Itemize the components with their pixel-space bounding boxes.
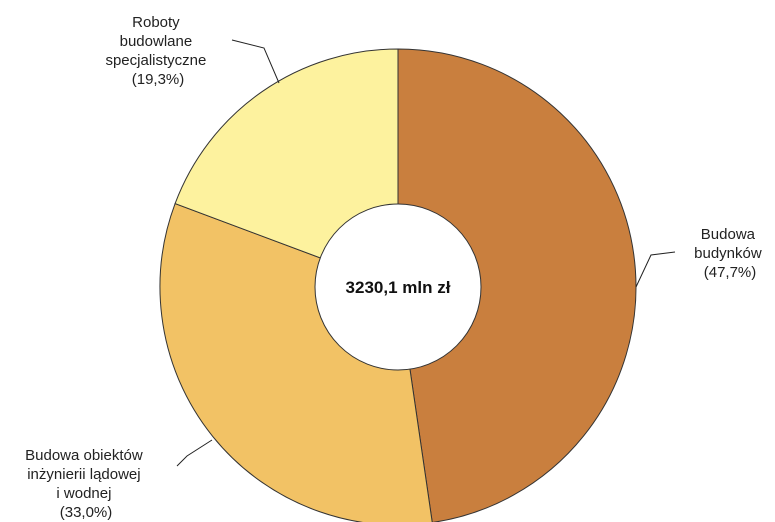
label-leader-lines xyxy=(176,39,676,467)
slice-label-line: specjalistyczne xyxy=(105,52,206,69)
leader-line-roboty xyxy=(231,39,280,84)
chart-slices xyxy=(159,48,637,522)
slice-label-line: inżynierii lądowej xyxy=(27,466,140,483)
svg-text:Roboty budowlane s: Roboty budowlane specjalistyczne (19,3%) xyxy=(105,14,210,88)
slice-label-inzynieria: Budowa obiektów inżynierii lądowej i wod… xyxy=(25,447,147,521)
slice-label-line: Budowa obiektów xyxy=(25,447,143,464)
slice-label-line: (19,3%) xyxy=(132,71,185,88)
slice-label-roboty-specjalistyczne: Roboty budowlane specjalistyczne (19,3%) xyxy=(105,14,210,88)
donut-hole xyxy=(314,203,482,371)
slice-label-budowa-budynkow: Budowa budynków (47,7%) xyxy=(694,226,766,281)
leader-line-budowa-budynkow xyxy=(635,251,676,288)
svg-text:Budowa obiektów inżynier: Budowa obiektów inżynierii lądowej i wod… xyxy=(25,447,147,521)
svg-text:Budowa budynków (4: Budowa budynków (47,7%) xyxy=(694,226,766,281)
slice-label-line: budowlane xyxy=(120,33,193,50)
slice-label-line: i wodnej xyxy=(56,485,111,502)
slice-budowa-budynkow xyxy=(397,48,637,522)
slice-label-line: budynków xyxy=(694,245,762,262)
slice-label-line: (33,0%) xyxy=(60,504,113,521)
slice-label-line: Roboty xyxy=(132,14,180,31)
center-total-label: 3230,1 mln zł xyxy=(346,278,451,297)
slice-label-line: (47,7%) xyxy=(704,264,757,281)
slice-label-line: Budowa xyxy=(701,226,756,243)
leader-line-inzynieria xyxy=(176,439,213,467)
